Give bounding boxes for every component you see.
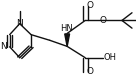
- Polygon shape: [65, 34, 69, 46]
- Text: OH: OH: [104, 53, 117, 62]
- Text: O: O: [87, 67, 94, 76]
- Text: O: O: [87, 1, 94, 10]
- Text: O: O: [99, 16, 106, 25]
- Text: N: N: [0, 42, 7, 51]
- Text: HN: HN: [60, 24, 73, 33]
- Text: N: N: [16, 19, 22, 28]
